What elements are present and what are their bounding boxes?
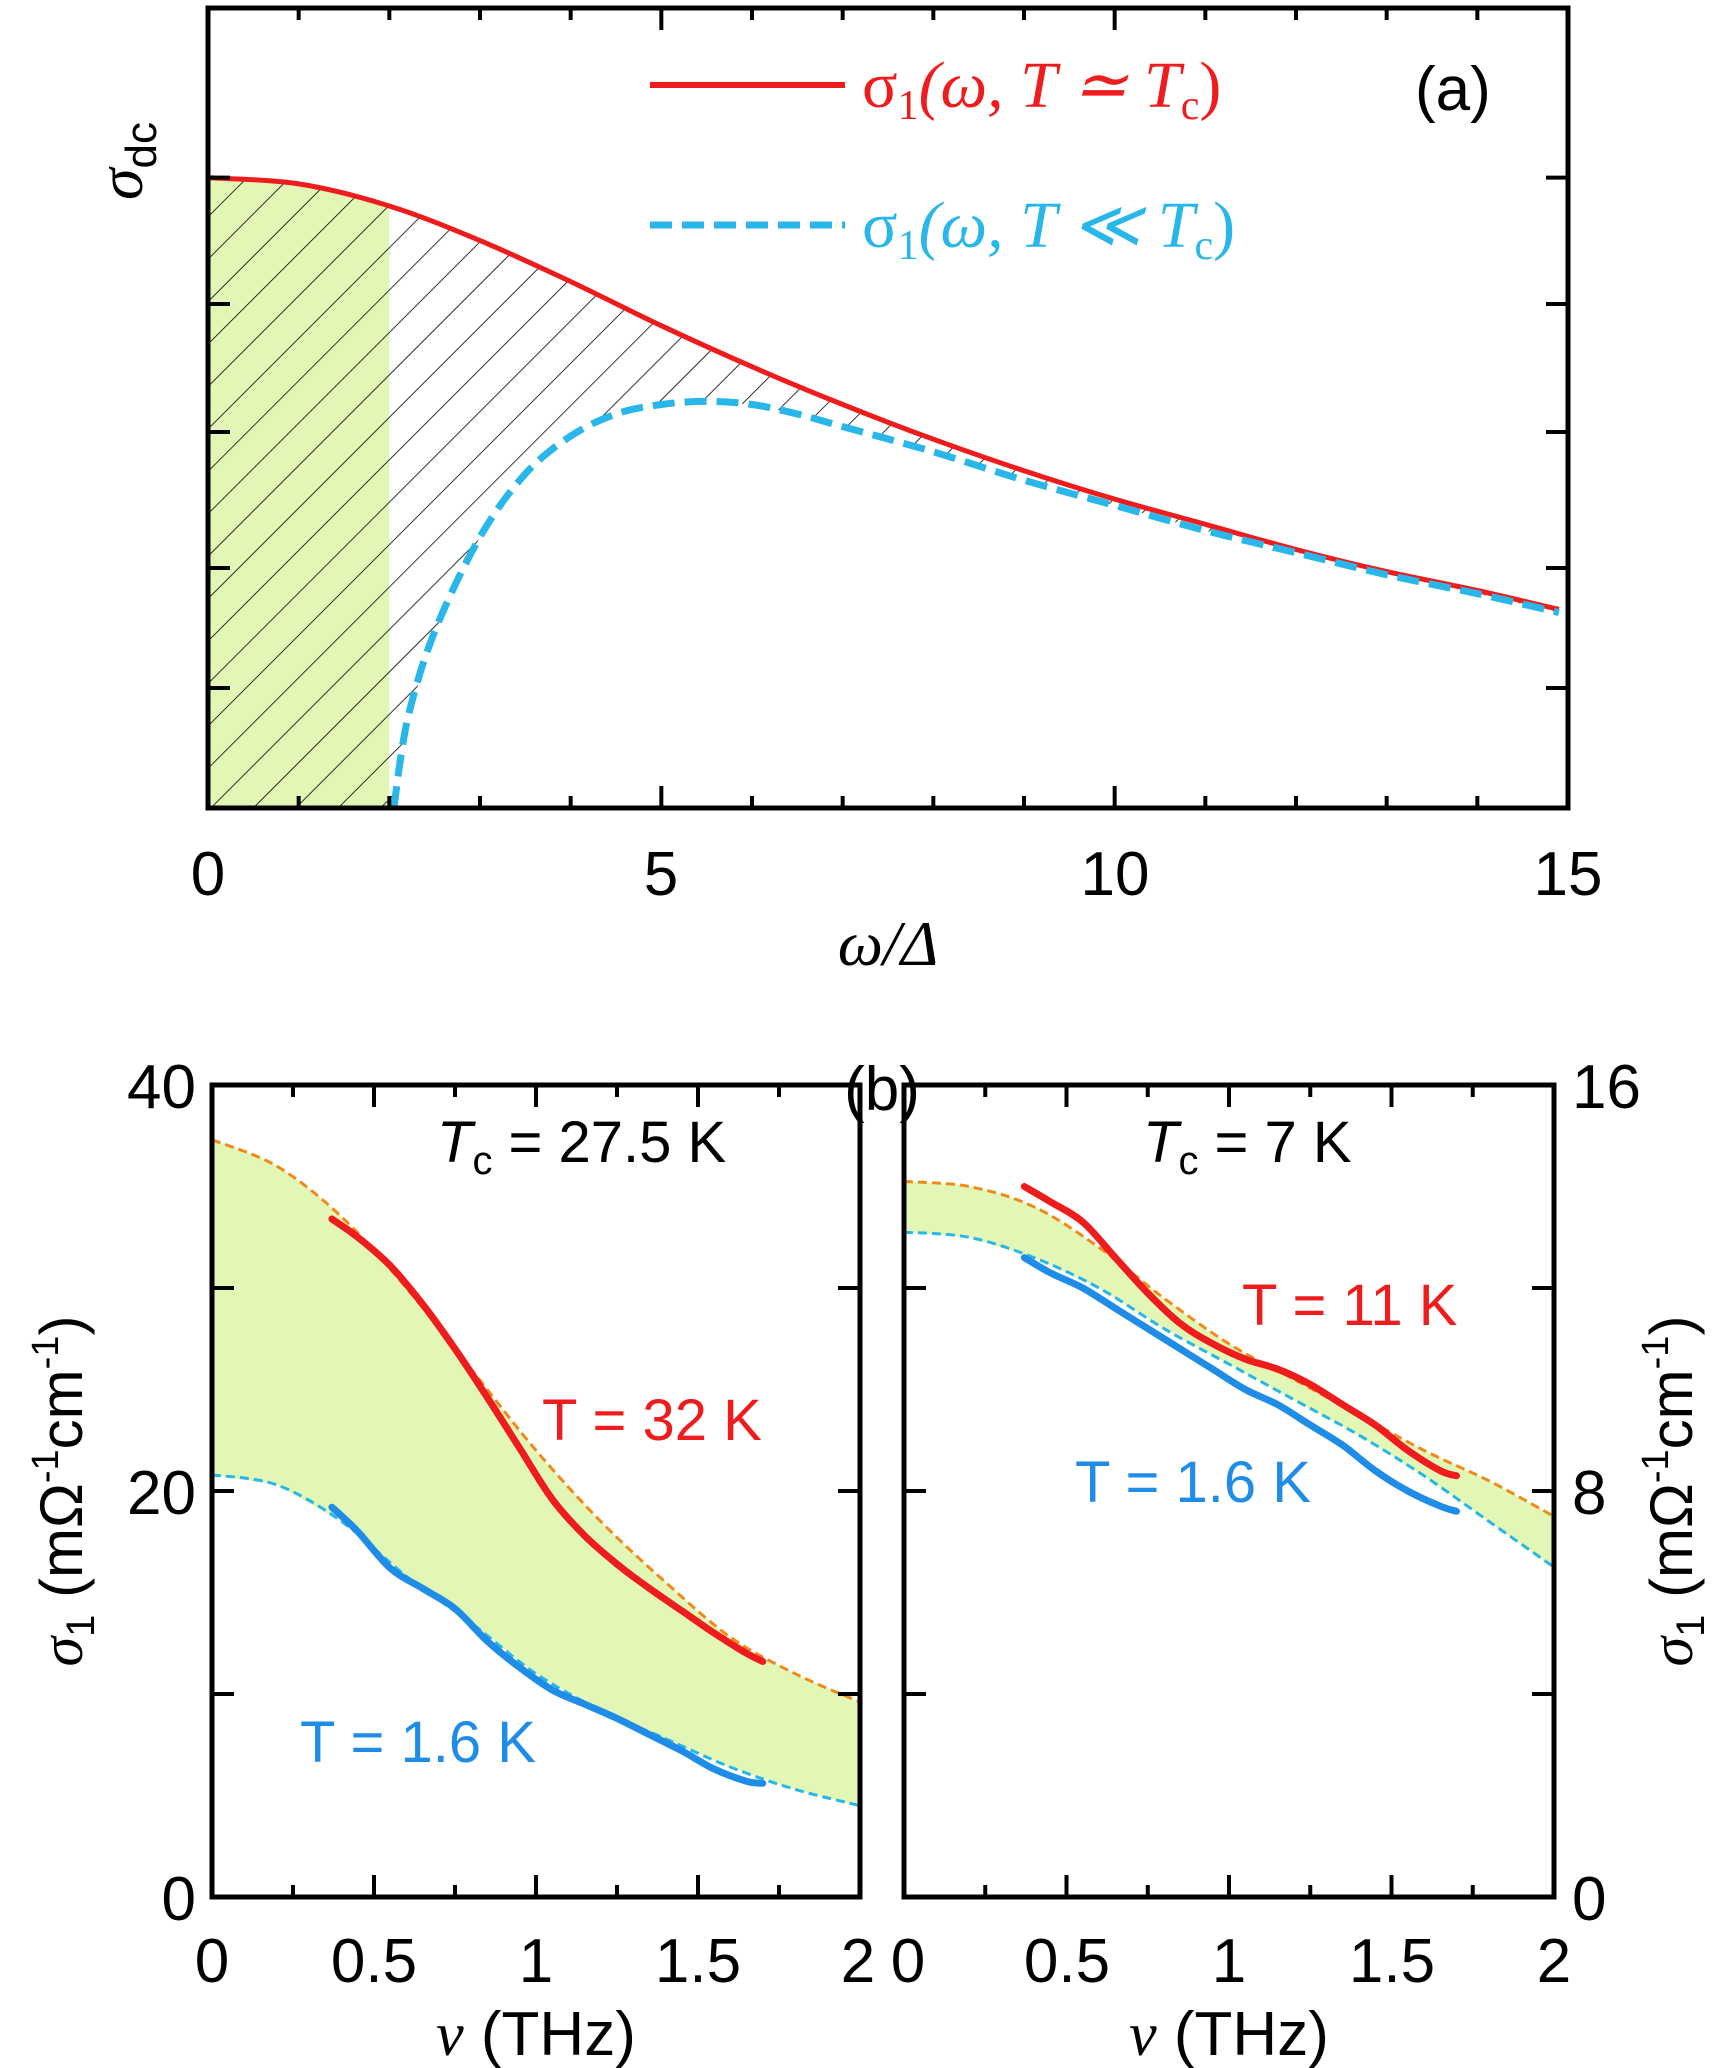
panel-b-left-ylabel-unit: (mΩ [28,1483,95,1614]
legend-blue-close: ) [1213,189,1235,262]
panel-b-left-data-1p6k [328,1503,767,1787]
panel-b-right-ylabel-exp2: -1 [1635,1336,1677,1370]
panel-a-xtick-label-1: 5 [644,840,678,909]
legend-red-close: ) [1199,49,1221,122]
panel-a-ylabel: σdc [85,122,166,200]
panel-b-left-title-sub: c [472,1139,492,1183]
panel-b-right-title-sub: c [1178,1139,1198,1183]
panel-b-left-xtick-1: 0.5 [331,1927,417,1996]
panel-b-right-ylabel: σ1 (mΩ-1cm-1) [1635,1316,1713,1667]
legend-red-rest: (ω, T ≃ T [919,49,1185,122]
panel-b-left-xtick-2: 1 [519,1927,553,1996]
panel-b-right-label-11k: T = 11 K [1242,1273,1458,1338]
panel-b-right-ytick-2: 16 [1572,1053,1641,1122]
panel-b-right-xtick-4: 2 [1537,1927,1571,1996]
panel-b-right-ylabel-close: ) [1638,1316,1705,1336]
panel-b-right-xlabel: ν (THz) [1129,2000,1329,2068]
panel-b-right-title-rest: = 7 K [1198,1110,1351,1175]
panel-a-frame [205,5,1571,811]
panel-b-right-frame [901,1082,1557,1900]
panel-b-right-fill [904,1181,1554,1568]
panel-b-left: 0 20 40 0 0.5 1 1.5 2 ν (THz) σ1 (mΩ-1cm… [25,1053,875,2068]
panel-b-right-ytick-1: 8 [1572,1459,1606,1528]
panel-b-left-xlabel-unit: (THz) [464,2000,636,2068]
panel-a-xtick-label-3: 15 [1534,840,1603,909]
panel-a-label: (a) [1415,55,1491,124]
panel-b-left-data-32k [328,1215,767,1665]
panel-b-right-ylabel-unit: (mΩ [1638,1483,1705,1614]
panel-b-left-fit-32k [212,1138,860,1704]
panel-b-left-ylabel-cm: cm [28,1369,95,1449]
panel-b-left-ytick-0: 0 [162,1865,196,1934]
panel-a-xtick-label-2: 10 [1081,840,1150,909]
panel-b-left-label-32k: T = 32 K [542,1388,762,1453]
panel-a-xtick-label-0: 0 [191,840,225,909]
legend-red-sub: 1 [898,83,919,129]
panel-a-xlabel: ω/Δ [838,908,939,979]
panel-b-right-xtick-1: 0.5 [1024,1927,1110,1996]
panel-b-left-title-t: T [437,1110,476,1175]
panel-b-left-title: Tc = 27.5 K [437,1110,727,1183]
panel-b-left-xtick-0: 0 [195,1927,229,1996]
panel-b-left-xlabel-nu: ν [436,2001,464,2068]
panel-b-right-label-1p6k: T = 1.6 K [1075,1450,1311,1515]
panel-b-right-ylabel-sigma: σ [1639,1634,1705,1666]
panel-b-left-ylabel-sigma: σ [29,1634,95,1666]
panel-b-left-xlabel: ν (THz) [436,2000,636,2068]
panel-b-right-ylabel-sub: 1 [1669,1615,1713,1637]
panel-b-left-xtick-4: 2 [841,1927,875,1996]
panel-b-left-ytick-2: 40 [127,1053,196,1122]
legend-blue-rest-sub: c [1194,223,1213,269]
panel-b-left-frame [209,1082,863,1900]
panel-b-right-fit-1p6k [904,1230,1554,1569]
panel-b-right-fit-11k [904,1179,1554,1518]
panel-b-left-title-rest: = 27.5 K [492,1110,726,1175]
panel-b-right-ytick-0: 0 [1572,1865,1606,1934]
legend-blue-main: σ [862,189,898,262]
panel-b-right-data-11k [1020,1183,1460,1480]
panel-a-ylabel-sub: dc [117,122,166,168]
panel-a-ylabel-main: σ [85,166,156,200]
panel-b-left-ylabel-exp2: -1 [25,1336,67,1370]
panel-b-right-ylabel-cm: cm [1638,1369,1705,1449]
panel-b-right-title: Tc = 7 K [1143,1110,1352,1183]
panel-a-curve-blue-dashed [390,397,1560,808]
panel-b-right-xtick-2: 1 [1212,1927,1246,1996]
panel-b-left-ylabel-exp1: -1 [25,1449,67,1483]
panel-a: 0 5 10 15 ω/Δ σdc (a) σ1(ω, T ≃ Tc) σ1(ω… [85,5,1603,979]
panel-b-left-fit-1p6k [212,1473,860,1808]
panel-a-hatched-region [208,177,1559,808]
panel-b-left-ylabel-sub: 1 [59,1615,103,1637]
panel-b-left-xtick-3: 1.5 [655,1927,741,1996]
panel-b-right-title-t: T [1143,1110,1182,1175]
legend-red-rest-sub: c [1181,83,1200,129]
panel-b-right-data-1p6k [1020,1254,1460,1515]
legend-blue-rest: (ω, T ≪ T [919,189,1199,262]
panel-b-right-xtick-0: 0 [891,1927,925,1996]
panel-b-right-xlabel-unit: (THz) [1157,2000,1329,2068]
panel-b-label: (b) [844,1055,920,1124]
legend-blue-text: σ1(ω, T ≪ Tc) [862,189,1235,269]
panel-b-right: 0 8 16 0 0.5 1 1.5 2 ν (THz) σ1 (mΩ-1cm-… [891,1053,1713,2068]
legend-red-main: σ [862,49,898,122]
panel-b-right-ylabel-exp1: -1 [1635,1449,1677,1483]
panel-b-left-ylabel: σ1 (mΩ-1cm-1) [25,1316,103,1667]
panel-b-right-xtick-3: 1.5 [1349,1927,1435,1996]
panel-b-left-label-1p6k: T = 1.6 K [300,1710,536,1775]
panel-a-legend: σ1(ω, T ≃ Tc) σ1(ω, T ≪ Tc) [650,49,1235,269]
panel-b-left-ylabel-close: ) [28,1316,95,1336]
legend-blue-sub: 1 [898,223,919,269]
legend-red-text: σ1(ω, T ≃ Tc) [862,49,1221,129]
panel-b-left-ytick-1: 20 [127,1459,196,1528]
panel-b-right-xlabel-nu: ν [1129,2001,1157,2068]
